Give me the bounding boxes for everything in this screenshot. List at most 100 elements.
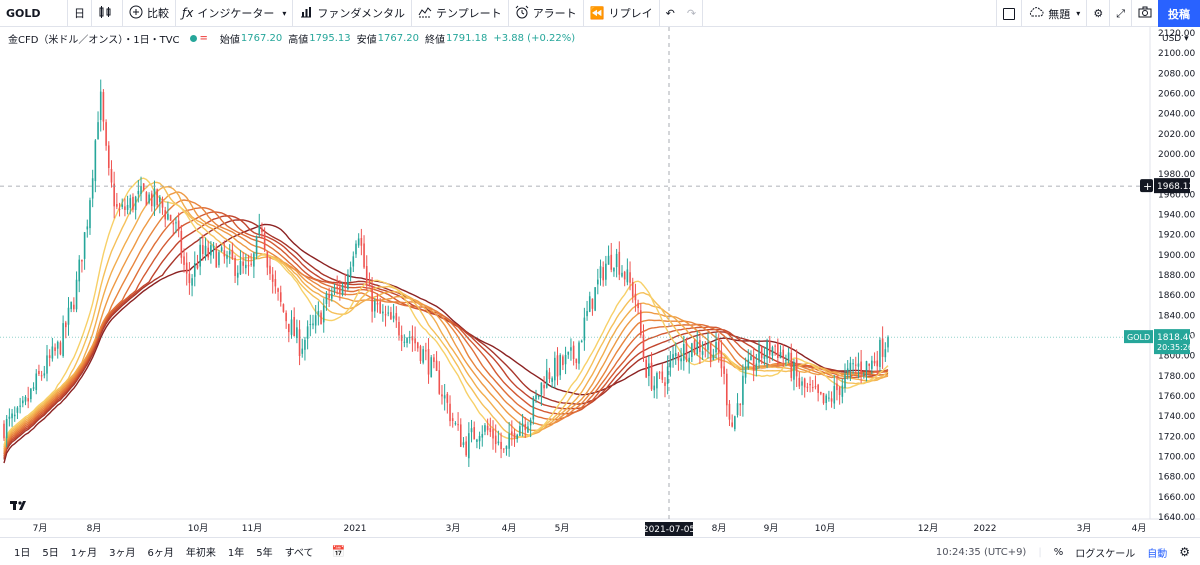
candle-body (468, 433, 470, 459)
ma-line-25 (3, 181, 889, 448)
symbol-description: 金CFD（米ドル／オンス）・1日・TVC (8, 35, 180, 46)
alert-label: アラート (532, 7, 577, 20)
candle-body (465, 441, 467, 456)
templates-button[interactable]: テンプレート (412, 0, 509, 27)
crosshair-plus-icon[interactable] (1140, 179, 1153, 193)
range-button-5[interactable]: 年初来 (185, 548, 216, 559)
candle-body (207, 247, 210, 258)
auto-scale-button[interactable]: 自動 (1147, 548, 1168, 560)
price-chart[interactable]: 2120.00 2100.00 2080.00 2060.00 2040.00 2020.… (0, 27, 1200, 537)
candle-body (723, 366, 725, 374)
candle-body (312, 323, 314, 326)
fullscreen-button[interactable]: ⤢ (1109, 0, 1131, 27)
price-tick: 1720.00 (1158, 432, 1195, 442)
settings-button[interactable]: ⚙ (1086, 0, 1109, 27)
candle-body (290, 319, 293, 335)
percent-button[interactable]: % (1053, 546, 1064, 558)
candle-body (438, 370, 441, 394)
range-button-1[interactable]: 5日 (42, 548, 59, 559)
symbol-search[interactable]: GOLD (0, 0, 68, 27)
candle-body (234, 258, 236, 276)
candle-body (30, 388, 32, 400)
clock-time[interactable]: 10:24:35 (UTC+9) (935, 546, 1027, 558)
range-button-4[interactable]: 6ヶ月 (147, 548, 174, 559)
screenshot-button[interactable] (1131, 0, 1158, 27)
toolbar-right: 無題 ▾ ⚙ ⤢ 投稿 (996, 0, 1200, 27)
chart-type-button[interactable] (92, 0, 123, 27)
candle-body (580, 340, 583, 343)
interval-button[interactable]: 日 (68, 0, 92, 27)
candle-body (172, 223, 175, 225)
candle-body (505, 445, 508, 450)
candle-body (430, 357, 433, 378)
candle-body (470, 428, 473, 433)
log-scale-button[interactable]: ログスケール (1075, 548, 1136, 560)
candle-body (38, 370, 40, 375)
candle-body (798, 377, 801, 387)
fundamentals-button[interactable]: ファンダメンタル (293, 0, 413, 27)
time-tick: 3月 (1077, 523, 1092, 534)
candle-body (159, 196, 161, 203)
candle-body (110, 168, 113, 183)
alert-button[interactable]: アラート (509, 0, 584, 27)
candle-body (48, 355, 51, 358)
ma-line-60 (3, 219, 889, 460)
indicators-button[interactable]: ƒx インジケーター ▾ (176, 0, 294, 27)
price-tick: 1800.00 (1158, 352, 1195, 362)
candle-body (94, 140, 97, 182)
range-button-3[interactable]: 3ヶ月 (109, 548, 136, 559)
candle-body (605, 263, 607, 280)
goto-date-icon[interactable]: 📅 (331, 545, 346, 558)
range-button-6[interactable]: 1年 (227, 548, 245, 559)
candle-body (70, 301, 72, 310)
plus-icon: + (1143, 180, 1152, 193)
candle-body (148, 194, 150, 203)
candle-body (701, 351, 704, 355)
price-tick: 1700.00 (1158, 453, 1195, 463)
candle-body (661, 371, 664, 380)
candle-body (774, 345, 776, 347)
candle-body (828, 397, 830, 399)
change-value: +3.88 (+0.22%) (493, 33, 576, 44)
candle-body (330, 293, 333, 299)
candle-body (674, 352, 677, 357)
publish-button[interactable]: 投稿 (1158, 0, 1200, 27)
compare-button[interactable]: 比較 (123, 0, 176, 27)
redo-button[interactable]: ↷ (681, 0, 704, 27)
time-axis[interactable]: 7月 8月 10月 11月 2021 3月 4月 5月 8月 9月 10月 12月 2022 3月 4月 20… (33, 522, 1147, 536)
fullscreen-select-button[interactable] (996, 0, 1021, 27)
undo-icon: ↶ (665, 6, 675, 20)
axis-settings-icon[interactable]: ⚙ (1179, 545, 1190, 559)
layout-button[interactable]: 無題 ▾ (1021, 0, 1086, 27)
candle-body (441, 394, 443, 397)
candle-body (854, 364, 857, 366)
candle-body (841, 385, 844, 397)
chart-area[interactable]: 2120.00 2100.00 2080.00 2060.00 2040.00 2020.… (0, 27, 1200, 537)
candle-body (121, 204, 124, 207)
undo-button[interactable]: ↶ (660, 0, 681, 27)
range-button-7[interactable]: 5年 (256, 548, 273, 559)
candle-body (164, 210, 167, 220)
range-button-0[interactable]: 1日 (14, 548, 31, 559)
candle-body (540, 382, 543, 395)
candle-body (849, 362, 852, 371)
candle-body (521, 423, 524, 427)
candle-body (167, 213, 169, 220)
candle-body (844, 374, 846, 389)
candle-body (833, 386, 836, 404)
candle-body (771, 347, 774, 356)
candle-body (852, 363, 854, 365)
time-tick: 4月 (1132, 523, 1147, 534)
ma-line-35 (3, 191, 889, 451)
range-button-2[interactable]: 1ヶ月 (70, 548, 98, 559)
price-axis[interactable]: 2120.00 2100.00 2080.00 2060.00 2040.00 2020.… (1158, 29, 1195, 523)
compare-label: 比較 (147, 7, 169, 20)
candle-body (717, 341, 720, 353)
candle-body (712, 354, 715, 361)
candle-body (443, 395, 446, 399)
range-button-8[interactable]: すべて (284, 548, 314, 559)
candle-body (699, 340, 701, 353)
candle-body (459, 424, 462, 447)
replay-button[interactable]: ⏪ リプレイ (584, 0, 660, 27)
